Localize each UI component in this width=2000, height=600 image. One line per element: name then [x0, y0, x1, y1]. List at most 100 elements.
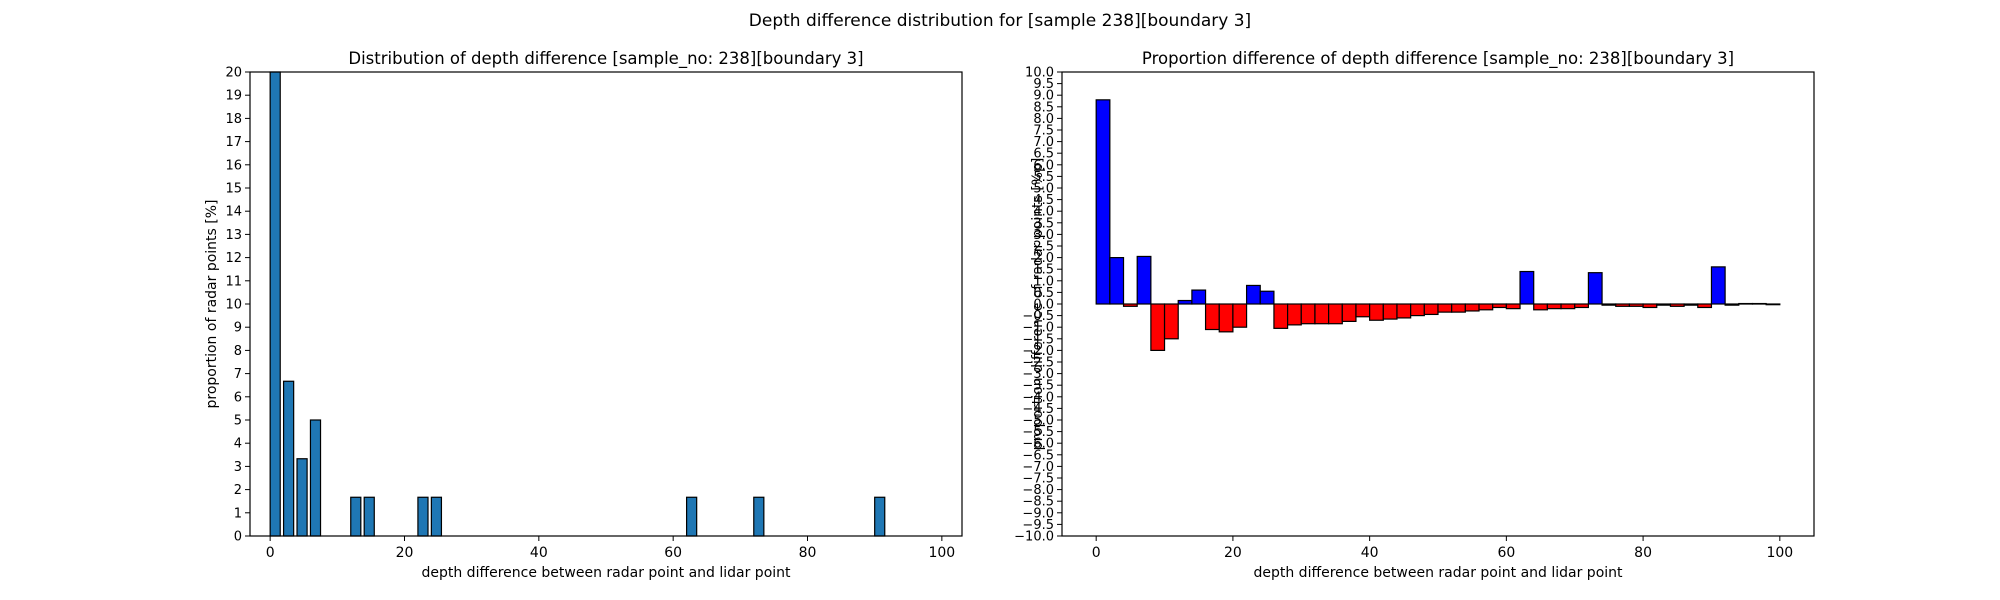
y-tick-label: 5.5 — [1033, 170, 1054, 185]
bar — [1328, 303, 1343, 325]
bar — [1738, 302, 1754, 305]
bar — [1218, 303, 1234, 333]
x-tick-label: 80 — [799, 545, 817, 561]
y-tick-label: −1.5 — [1022, 332, 1054, 347]
x-tick-label: 40 — [1361, 545, 1379, 561]
bar — [1232, 303, 1248, 328]
y-tick-label: 10 — [225, 298, 242, 313]
bar — [1150, 303, 1166, 352]
bar — [874, 496, 886, 537]
y-tick-label: 9.5 — [1033, 77, 1054, 92]
bar — [1109, 257, 1125, 305]
bar — [1601, 303, 1617, 306]
bar — [1765, 303, 1781, 306]
bar — [1163, 303, 1179, 340]
bar — [1492, 303, 1507, 309]
y-tick-label: −4.5 — [1022, 402, 1054, 417]
bar — [309, 419, 322, 537]
bar — [1710, 266, 1726, 305]
figure-suptitle: Depth difference distribution for [sampl… — [749, 11, 1251, 31]
y-tick-label: −5.0 — [1022, 414, 1054, 429]
bar — [1628, 303, 1644, 307]
x-tick-label: 60 — [664, 545, 682, 561]
bar — [350, 496, 362, 537]
y-tick-label: −9.5 — [1022, 518, 1054, 533]
y-tick-label: 7.5 — [1033, 124, 1054, 139]
bar — [1259, 290, 1275, 305]
y-tick-label: −4.0 — [1022, 390, 1054, 405]
bar — [1341, 303, 1357, 322]
bar — [1136, 255, 1152, 305]
y-tick-label: 20 — [225, 66, 242, 81]
y-tick-label: 9.0 — [1033, 89, 1054, 104]
y-tick-label: −0.5 — [1022, 309, 1054, 324]
y-tick-label: 4.5 — [1033, 193, 1054, 208]
chart-title: Proportion difference of depth differenc… — [1142, 49, 1734, 69]
bar — [1587, 272, 1603, 305]
y-tick-label: 1 — [234, 506, 242, 521]
bar — [1751, 302, 1767, 305]
y-tick-label: 6.0 — [1033, 158, 1054, 173]
x-tick-label: 80 — [1634, 545, 1652, 561]
y-tick-label: −3.0 — [1022, 367, 1054, 382]
bar — [1410, 303, 1425, 317]
bar — [1437, 303, 1453, 313]
bar — [1724, 303, 1740, 306]
y-tick-label: 10.0 — [1025, 66, 1054, 81]
y-tick-label: −2.0 — [1022, 344, 1054, 359]
y-tick-label: 12 — [225, 251, 242, 266]
y-tick-label: −6.5 — [1022, 448, 1054, 463]
y-axis-label: proportion difference of radar points [%… — [1030, 158, 1046, 451]
y-tick-label: 2 — [234, 483, 242, 498]
y-tick-label: 1.0 — [1033, 274, 1054, 289]
bar — [282, 380, 295, 537]
y-tick-label: 8.5 — [1033, 100, 1054, 115]
y-tick-label: −7.5 — [1022, 472, 1054, 487]
bar — [1642, 303, 1658, 309]
x-tick-label: 20 — [1224, 545, 1242, 561]
bar — [1669, 303, 1685, 307]
chart-title: Distribution of depth difference [sample… — [348, 49, 863, 69]
bar — [363, 496, 375, 537]
x-axis-label: depth difference between radar point and… — [1253, 565, 1623, 581]
y-tick-label: 3.5 — [1033, 216, 1054, 231]
y-tick-label: 2.5 — [1033, 240, 1054, 255]
bar — [1382, 303, 1398, 320]
bar — [1396, 303, 1412, 319]
y-tick-label: −8.5 — [1022, 495, 1054, 510]
y-tick-label: 14 — [225, 205, 242, 220]
y-tick-label: 0.5 — [1033, 286, 1054, 301]
y-tick-label: −6.0 — [1022, 437, 1054, 452]
y-ticks: −10.0−9.5−9.0−8.5−8.0−7.5−7.0−6.5−6.0−5.… — [1014, 66, 1062, 545]
bar — [1355, 303, 1371, 318]
y-tick-label: 19 — [225, 89, 242, 104]
bar — [1300, 303, 1316, 325]
x-ticks: 0 20 40 60 80 100 — [1092, 536, 1793, 561]
y-tick-label: −9.0 — [1022, 506, 1054, 521]
bar — [1314, 303, 1330, 325]
bar — [1122, 303, 1138, 307]
x-tick-label: 100 — [928, 545, 955, 561]
bar — [269, 71, 281, 537]
x-axis-label: depth difference between radar point and… — [421, 565, 791, 581]
bar — [1273, 303, 1289, 329]
y-axis-label: proportion of radar points [%] — [204, 199, 220, 408]
bar — [1533, 303, 1548, 311]
y-tick-label: 9 — [234, 321, 242, 336]
y-tick-label: −10.0 — [1014, 530, 1054, 545]
y-tick-label: 6.5 — [1033, 147, 1054, 162]
bar — [1451, 303, 1466, 313]
bar — [1095, 99, 1111, 305]
bar — [1478, 303, 1494, 311]
y-tick-label: 4 — [234, 437, 242, 452]
bar — [1369, 303, 1384, 321]
bar — [1245, 284, 1261, 305]
bars — [269, 71, 886, 537]
x-tick-label: 0 — [1092, 545, 1101, 561]
x-tick-label: 40 — [530, 545, 548, 561]
bar — [1204, 303, 1220, 331]
y-tick-label: 16 — [225, 158, 242, 173]
y-tick-label: 8.0 — [1033, 112, 1054, 127]
